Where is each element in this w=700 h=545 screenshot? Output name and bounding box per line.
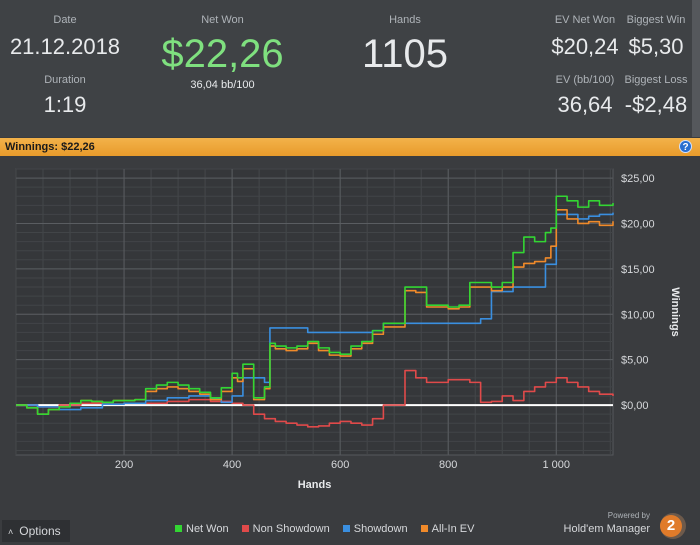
hands-stat: Hands 1105: [330, 14, 480, 77]
y-tick-label: $20,00: [621, 218, 655, 230]
series-line-net-won: [16, 195, 614, 415]
ev-net-won-label: EV Net Won: [554, 14, 616, 26]
options-label: Options: [19, 524, 61, 538]
bottom-bar: ˄ Options Net Won Non Showdown Showdown A…: [0, 511, 700, 545]
date-stat: Date 21.12.2018: [0, 14, 130, 60]
y-tick-label: $5,00: [621, 355, 649, 367]
y-tick-label: $10,00: [621, 309, 655, 321]
bb100-value: 36,04 bb/100: [190, 79, 255, 91]
brand-name: Hold'em Manager: [563, 523, 650, 535]
hands-label: Hands: [389, 14, 421, 26]
x-tick-label: 600: [331, 459, 349, 471]
legend-item-net-won[interactable]: Net Won: [175, 523, 229, 535]
duration-stat: Duration 1:19: [0, 74, 130, 118]
date-label: Date: [53, 14, 77, 26]
legend-item-allin-ev[interactable]: All-In EV: [420, 523, 475, 535]
plot-area: [15, 168, 614, 456]
legend-item-showdown[interactable]: Showdown: [342, 523, 408, 535]
biggest-win-label: Biggest Win: [626, 14, 686, 26]
net-won-value: $22,26: [161, 32, 284, 76]
y-tick-label: $0,00: [621, 400, 649, 412]
ev-net-won-value: $20,24: [551, 34, 619, 59]
biggest-win-stat: Biggest Win $5,30: [620, 14, 692, 60]
brand-logo: Powered by Hold'em Manager 2: [554, 511, 694, 541]
y-tick-label: $15,00: [621, 264, 655, 276]
duration-value: 1:19: [43, 92, 87, 117]
x-axis-label: Hands: [298, 479, 332, 491]
chart-legend: Net Won Non Showdown Showdown All-In EV: [175, 523, 484, 535]
ev-bb100-label: EV (bb/100): [555, 74, 615, 86]
date-value: 21.12.2018: [9, 34, 121, 59]
winnings-chart: 200 400 600 800 1 000 $0,00 $5,00 $10,00 $15,00 $…: [0, 157, 700, 517]
duration-label: Duration: [44, 74, 86, 86]
biggest-loss-label: Biggest Loss: [624, 74, 688, 86]
legend-label-allin-ev: All-In EV: [431, 523, 475, 535]
biggest-loss-stat: Biggest Loss -$2,48: [620, 74, 692, 118]
net-won-stat: Net Won $22,26 36,04 bb/100: [140, 14, 305, 91]
x-tick-label: 200: [115, 459, 133, 471]
legend-swatch-net-won: [175, 525, 182, 532]
ev-bb100-stat: EV (bb/100) 36,64: [545, 74, 625, 118]
powered-by-text: Powered by: [607, 511, 650, 520]
legend-label-net-won: Net Won: [186, 523, 229, 535]
y-axis-label: Winnings: [669, 287, 681, 336]
x-tick-label: 800: [439, 459, 457, 471]
legend-item-non-showdown[interactable]: Non Showdown: [241, 523, 330, 535]
x-tick-label: 400: [223, 459, 241, 471]
winnings-chart-svg: 200 400 600 800 1 000 $0,00 $5,00 $10,00 $15,00 $…: [15, 168, 681, 491]
biggest-loss-value: -$2,48: [624, 92, 688, 117]
series-line-non-showdown: [16, 369, 614, 428]
legend-swatch-non-showdown: [241, 525, 249, 532]
legend-swatch-showdown: [342, 525, 350, 532]
x-tick-label: 1 000: [543, 459, 571, 471]
stats-panel: Date 21.12.2018 Duration 1:19 Net Won $2…: [0, 0, 700, 137]
net-won-label: Net Won: [201, 14, 244, 26]
biggest-win-value: $5,30: [628, 34, 684, 59]
brand-logo-icon: 2: [660, 515, 682, 537]
series-line-showdown: [16, 212, 614, 411]
chevron-up-icon: ˄: [8, 527, 14, 537]
ev-bb100-value: 36,64: [557, 92, 613, 117]
legend-label-showdown: Showdown: [353, 523, 408, 535]
legend-swatch-allin-ev: [420, 525, 428, 532]
options-button[interactable]: ˄ Options: [2, 520, 70, 542]
ev-net-won-stat: EV Net Won $20,24: [545, 14, 625, 60]
hands-value: 1105: [361, 32, 448, 76]
stats-scrollbar[interactable]: [692, 0, 700, 137]
winnings-banner-text: Winnings: $22,26: [5, 141, 95, 153]
legend-label-non-showdown: Non Showdown: [252, 523, 330, 535]
y-tick-label: $25,00: [621, 173, 655, 185]
winnings-banner: Winnings: $22,26 ?: [0, 138, 700, 156]
help-icon[interactable]: ?: [679, 140, 692, 153]
